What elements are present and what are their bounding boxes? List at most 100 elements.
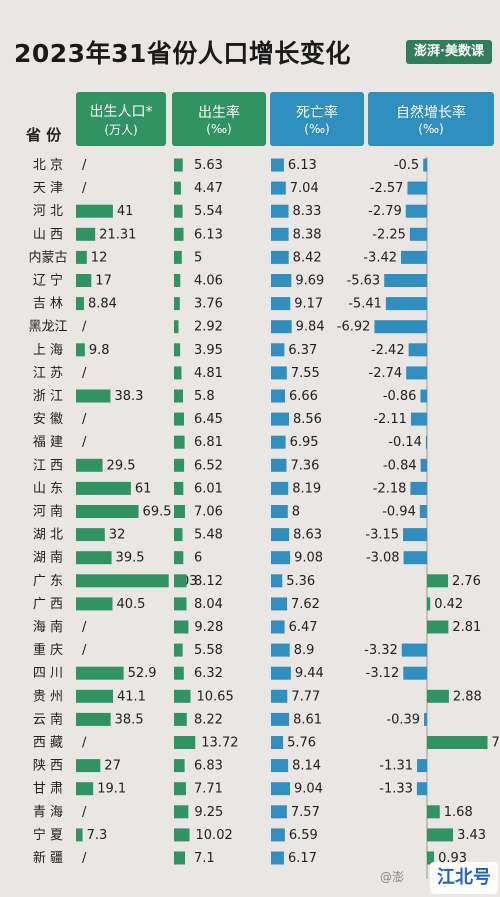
birth-rate-value: 3.95: [194, 343, 223, 358]
birth-rate-bar: [174, 274, 181, 287]
death-rate-value: 8.38: [293, 227, 322, 242]
province-label: 山 西: [33, 227, 63, 242]
natural-growth-bar: [427, 828, 454, 842]
birth-rate-value: 9.28: [194, 620, 223, 635]
birth-rate-bar: [174, 481, 184, 495]
births-bar: [76, 528, 105, 542]
natural-growth-value: -2.18: [373, 481, 407, 496]
natural-growth-bar: [403, 551, 427, 565]
birth-rate-bar: [174, 250, 182, 264]
natural-growth-value: 7.96: [491, 736, 500, 751]
birth-rate-bar: [174, 458, 185, 472]
natural-growth-bar: [416, 782, 427, 796]
death-rate-value: 6.13: [288, 158, 317, 173]
natural-growth-value: 3.43: [457, 828, 486, 843]
death-rate-bar: [271, 551, 291, 565]
natural-growth-bar: [384, 274, 427, 287]
natural-growth-bar: [406, 366, 427, 380]
province-label: 海 南: [33, 619, 63, 635]
birth-rate-value: 4.06: [194, 274, 223, 289]
natural-growth-value: 1.68: [444, 805, 473, 820]
province-label: 辽 宁: [33, 273, 63, 289]
death-rate-bar: [271, 343, 285, 357]
province-label: 黑龙江: [28, 320, 67, 335]
births-value: 38.5: [115, 712, 144, 727]
natural-growth-bar: [427, 597, 431, 611]
births-bar: [76, 574, 169, 588]
birth-rate-value: 6.13: [194, 227, 223, 242]
births-bar: [76, 227, 96, 241]
death-rate-bar: [271, 227, 289, 241]
birth-rate-value: 8.04: [194, 597, 223, 612]
birth-rate-value: 6.45: [194, 412, 223, 427]
birth-rate-value: 5.8: [194, 389, 215, 404]
births-bar: [76, 343, 85, 357]
birth-rate-bar: [174, 759, 185, 773]
natural-growth-column-header: 自然增长率 (‰): [368, 92, 494, 146]
births-value: /: [82, 643, 87, 658]
death-rate-bar: [271, 204, 289, 218]
natural-growth-bar: [427, 574, 448, 588]
chart-title: 2023年31省份人口增长变化: [14, 39, 351, 68]
natural-growth-bar: [417, 759, 427, 773]
death-rate-value: 9.69: [295, 274, 324, 289]
natural-growth-value: -2.74: [369, 366, 403, 381]
births-value: /: [82, 620, 87, 635]
births-value: 12: [91, 250, 108, 265]
birth-rate-bar: [174, 620, 189, 634]
birth-rate-bar: [174, 389, 183, 403]
birth-rate-bar: [174, 782, 186, 796]
birth-rate-value: 10.65: [197, 689, 234, 704]
births-value: /: [82, 851, 87, 866]
death-rate-bar: [271, 250, 289, 264]
birth-rate-bar: [174, 320, 179, 334]
death-rate-value: 8.63: [293, 528, 322, 543]
death-rate-value: 6.47: [289, 620, 318, 635]
births-value: /: [82, 320, 87, 335]
natural-growth-value: -1.33: [379, 782, 413, 797]
births-value: 38.3: [114, 389, 143, 404]
births-value: /: [82, 435, 87, 450]
birth-rate-value: 6.83: [194, 759, 223, 774]
births-bar: [76, 250, 87, 264]
births-value: 19.1: [97, 782, 126, 797]
death-rate-value: 8.56: [293, 412, 322, 427]
province-label: 上 海: [33, 343, 63, 358]
birth-rate-value: 6: [194, 551, 202, 566]
death-rate-bar: [271, 666, 291, 680]
death-rate-value: 9.17: [294, 297, 323, 312]
natural-growth-bar: [427, 851, 435, 865]
death-rate-bar: [271, 574, 283, 588]
death-rate-bar: [271, 366, 287, 380]
natural-growth-bar: [403, 666, 427, 680]
births-bar: [76, 481, 131, 495]
death-rate-value: 5.76: [287, 736, 316, 751]
watermark-text: @澎: [380, 870, 405, 884]
natural-growth-bar: [425, 435, 427, 449]
death-rate-value: 6.37: [288, 343, 317, 358]
births-bar: [76, 274, 92, 287]
natural-growth-value: -0.94: [382, 505, 416, 520]
death-rate-value: 8.9: [294, 643, 315, 658]
births-header-unit: (万人): [104, 122, 138, 137]
province-label: 吉 林: [33, 297, 63, 312]
province-label: 北 京: [33, 158, 63, 173]
birth-rate-value: 4.47: [194, 181, 223, 196]
natural-growth-value: -0.84: [383, 458, 417, 473]
province-label: 新 疆: [33, 850, 63, 866]
death-rate-value: 6.95: [290, 435, 319, 450]
natural-growth-value: -2.57: [370, 181, 404, 196]
province-label: 陕 西: [33, 759, 63, 774]
province-label: 甘 肃: [33, 782, 63, 797]
births-value: /: [82, 736, 87, 751]
birth-rate-bar: [174, 828, 190, 842]
birth-rate-value: 5.48: [194, 528, 223, 543]
births-bar: [76, 759, 101, 773]
natural-growth-bar: [427, 805, 440, 819]
births-bar: [76, 551, 112, 565]
death-rate-bar: [271, 851, 284, 865]
natural-growth-value: -2.25: [372, 227, 406, 242]
birth-rate-column-header: 出生率 (‰): [172, 92, 266, 146]
death-rate-bar: [271, 620, 285, 634]
births-value: 27: [104, 759, 121, 774]
